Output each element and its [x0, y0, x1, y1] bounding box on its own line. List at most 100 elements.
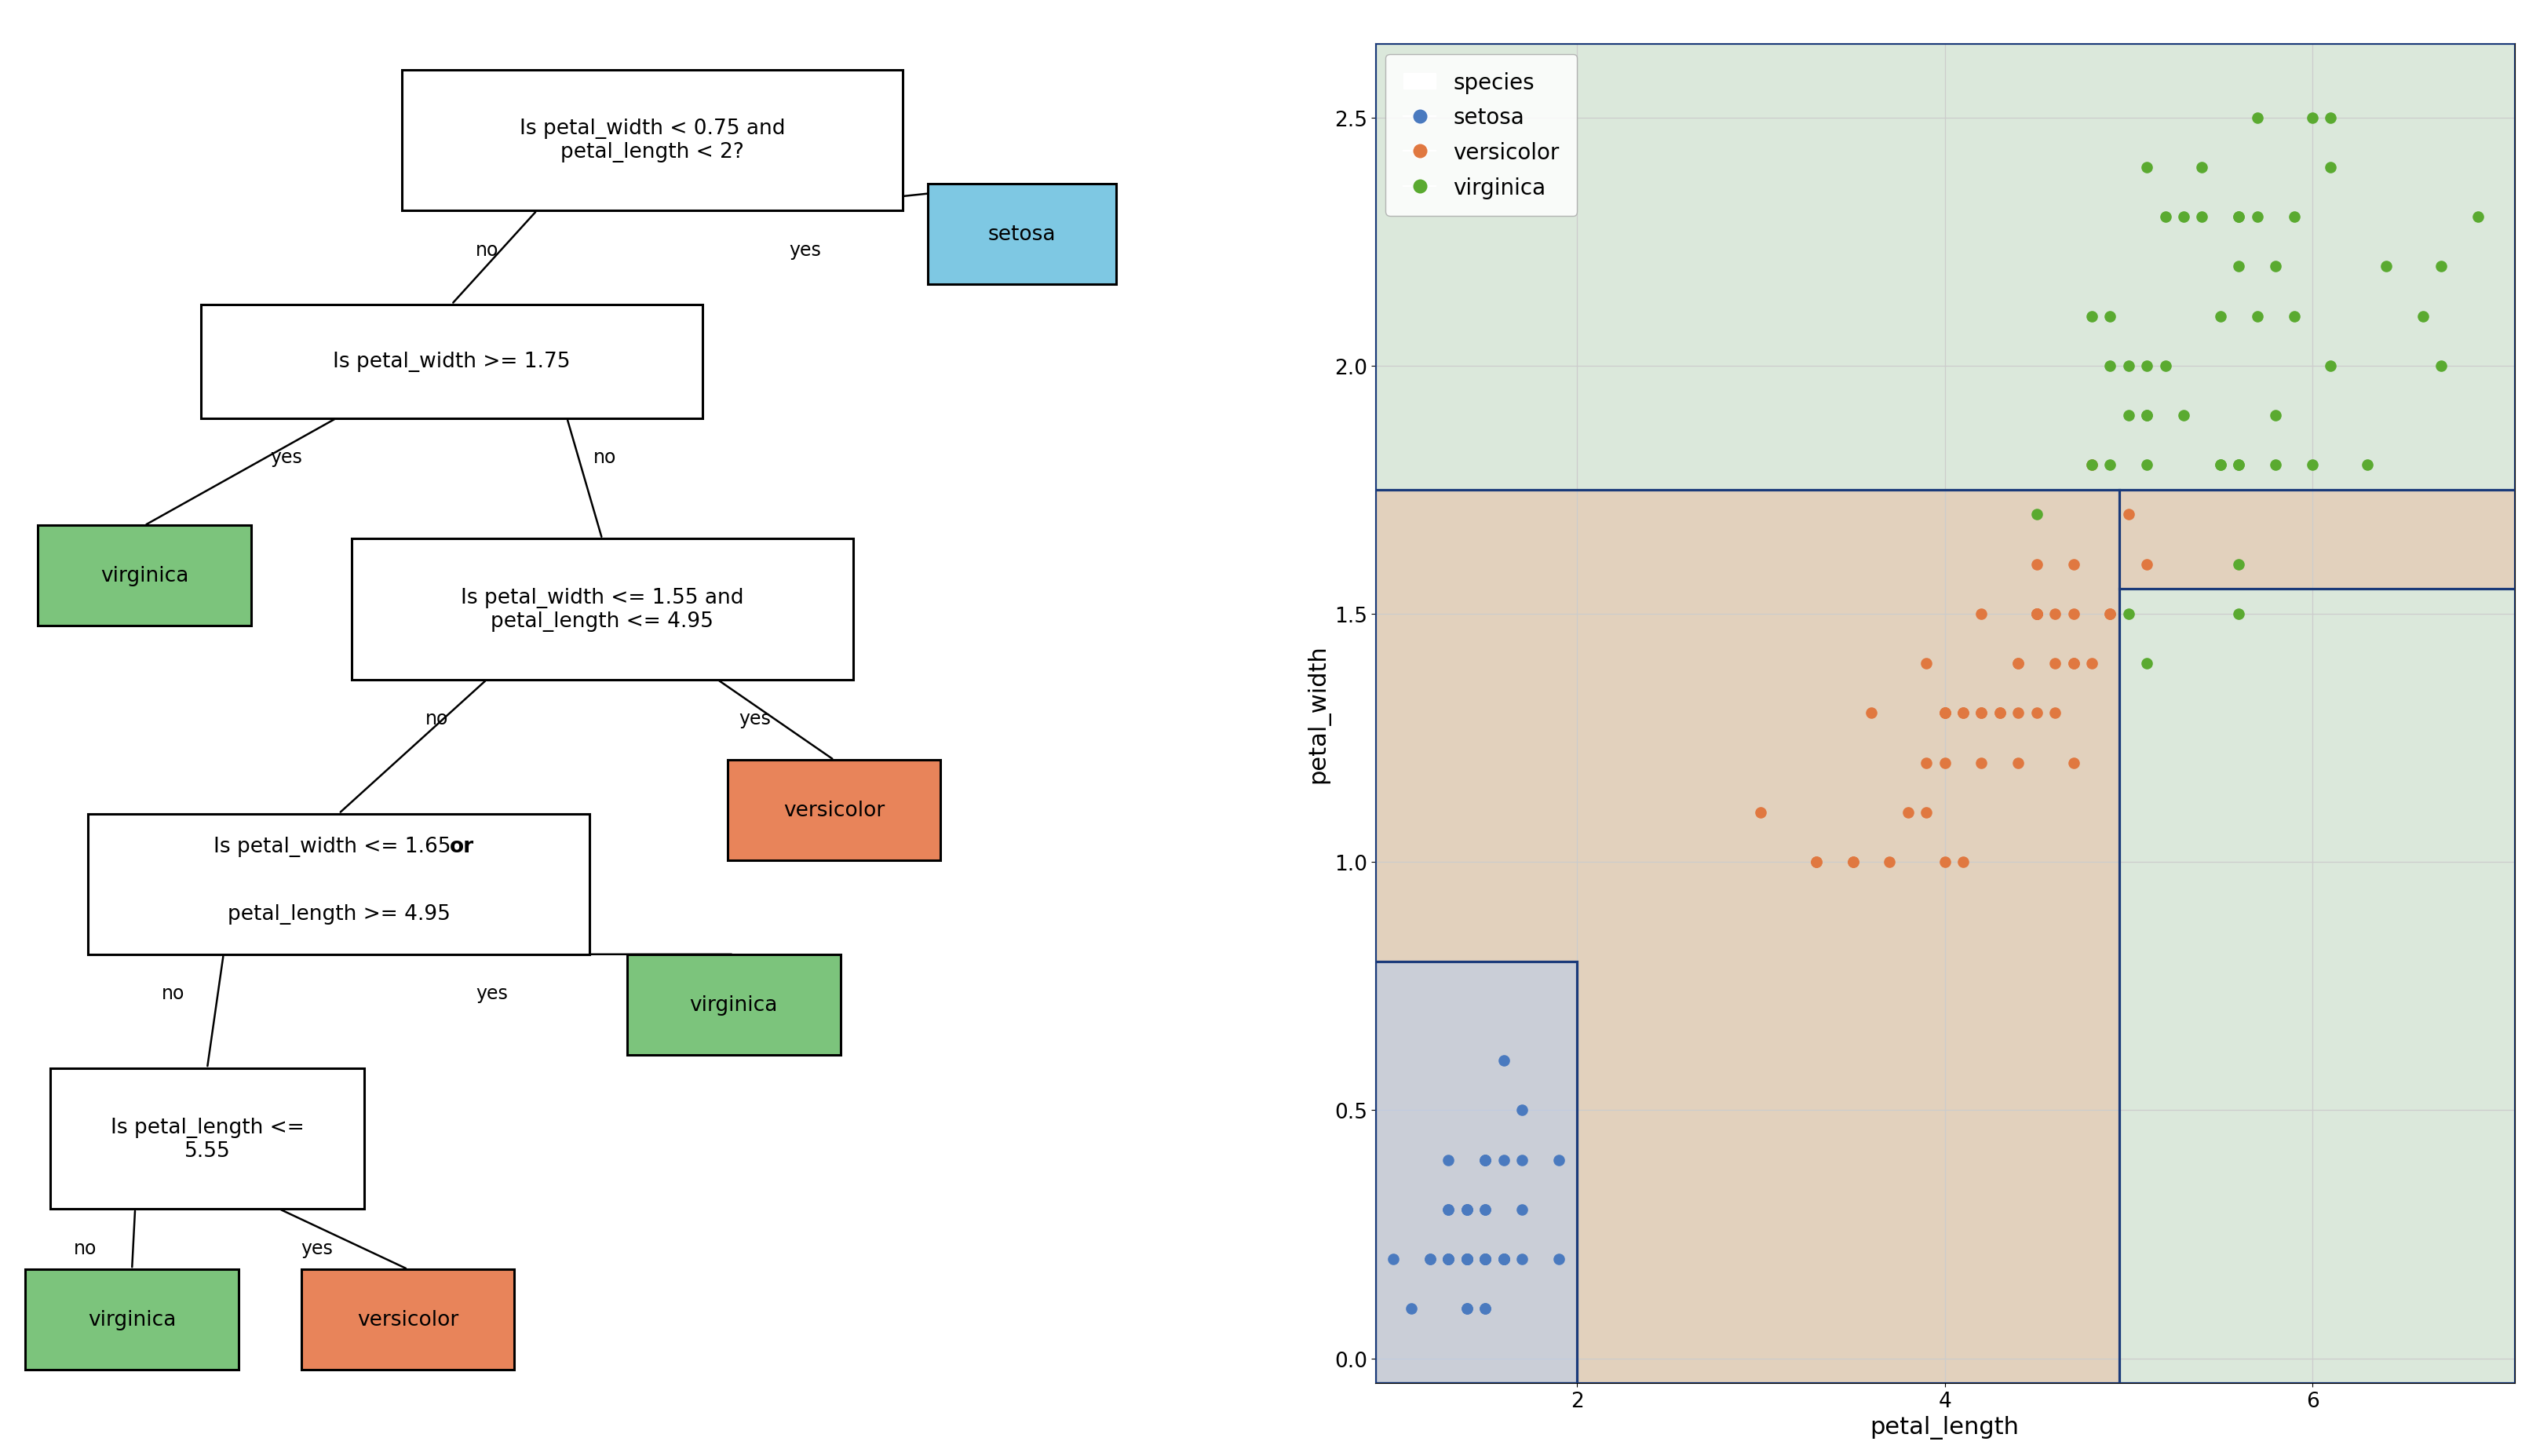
FancyBboxPatch shape [927, 185, 1115, 285]
Bar [1374, 491, 2118, 1383]
Point [1445, 1248, 1486, 1271]
Point [2164, 405, 2205, 428]
Point [2144, 354, 2184, 377]
Point [2126, 454, 2167, 478]
Point [2108, 354, 2149, 377]
Point [2200, 454, 2240, 478]
Point [1445, 1248, 1486, 1271]
Point [1483, 1149, 1524, 1172]
Point [1466, 1248, 1506, 1271]
Point [1831, 850, 1872, 874]
Point [2073, 652, 2113, 676]
FancyBboxPatch shape [89, 814, 589, 955]
Text: Is petal_width <= 1.55 and
petal_length <= 4.95: Is petal_width <= 1.55 and petal_length … [460, 588, 744, 632]
Point [2182, 205, 2222, 229]
FancyBboxPatch shape [51, 1069, 363, 1208]
Point [2108, 405, 2149, 428]
Point [1979, 702, 2019, 725]
Text: virginica: virginica [691, 994, 777, 1015]
Point [2126, 405, 2167, 428]
Text: no: no [74, 1239, 97, 1258]
Point [1445, 1248, 1486, 1271]
Point [1466, 1297, 1506, 1321]
Point [1466, 1198, 1506, 1222]
Point [1925, 702, 1966, 725]
Point [2052, 652, 2093, 676]
Text: Is petal_width <= 1.65: Is petal_width <= 1.65 [198, 837, 480, 858]
Point [1740, 801, 1781, 824]
Text: versicolor: versicolor [782, 801, 884, 821]
Text: no: no [475, 240, 498, 259]
Point [2311, 156, 2352, 179]
Text: yes: yes [300, 1239, 333, 1258]
FancyBboxPatch shape [25, 1270, 239, 1370]
Point [2182, 156, 2222, 179]
Point [1427, 1248, 1468, 1271]
Point [2126, 156, 2167, 179]
Point [2256, 454, 2296, 478]
FancyBboxPatch shape [302, 1270, 513, 1370]
Text: no: no [592, 448, 617, 467]
Point [1466, 1149, 1506, 1172]
Point [1501, 1248, 1542, 1271]
Point [2017, 702, 2057, 725]
Point [2200, 454, 2240, 478]
Point [1483, 1248, 1524, 1271]
Point [1466, 1248, 1506, 1271]
Point [2052, 553, 2093, 577]
Point [2256, 405, 2296, 428]
Point [2052, 603, 2093, 626]
Point [2126, 553, 2167, 577]
Point [1445, 1297, 1486, 1321]
Point [2365, 255, 2405, 278]
Point [1427, 1248, 1468, 1271]
Point [2291, 106, 2332, 130]
FancyBboxPatch shape [201, 304, 704, 419]
Point [2403, 304, 2443, 328]
Point [1961, 702, 2002, 725]
Text: petal_length >= 4.95: petal_length >= 4.95 [229, 904, 450, 925]
Point [1483, 1248, 1524, 1271]
Point [1869, 850, 1910, 874]
Point [1466, 1149, 1506, 1172]
Point [2126, 354, 2167, 377]
Point [1427, 1198, 1468, 1222]
Text: virginica: virginica [89, 1309, 175, 1329]
Point [2164, 205, 2205, 229]
Point [1925, 850, 1966, 874]
Point [2126, 652, 2167, 676]
Point [2035, 652, 2075, 676]
Text: yes: yes [475, 984, 508, 1003]
X-axis label: petal_length: petal_length [1869, 1415, 2019, 1439]
Text: no: no [163, 984, 185, 1003]
Point [1905, 652, 1946, 676]
Point [2217, 205, 2258, 229]
Text: Is petal_width >= 1.75: Is petal_width >= 1.75 [333, 351, 572, 373]
Point [2035, 603, 2075, 626]
Point [1999, 702, 2040, 725]
Point [2217, 205, 2258, 229]
Point [2073, 304, 2113, 328]
Point [1466, 1248, 1506, 1271]
Point [1445, 1248, 1486, 1271]
Point [2421, 354, 2461, 377]
Point [2200, 304, 2240, 328]
Point [2090, 454, 2131, 478]
Point [1501, 1099, 1542, 1123]
Point [2090, 603, 2131, 626]
Point [1410, 1248, 1450, 1271]
Text: Is petal_length <=
5.55: Is petal_length <= 5.55 [109, 1117, 305, 1160]
Point [2017, 603, 2057, 626]
Point [1501, 1149, 1542, 1172]
Bar [1374, 961, 1577, 1383]
FancyBboxPatch shape [38, 526, 251, 626]
Point [1961, 702, 2002, 725]
Point [2421, 255, 2461, 278]
Point [2144, 205, 2184, 229]
Point [1374, 1248, 1415, 1271]
Point [1796, 850, 1836, 874]
Point [1466, 1248, 1506, 1271]
Point [1445, 1198, 1486, 1222]
Text: no: no [424, 709, 447, 728]
Point [2017, 553, 2057, 577]
